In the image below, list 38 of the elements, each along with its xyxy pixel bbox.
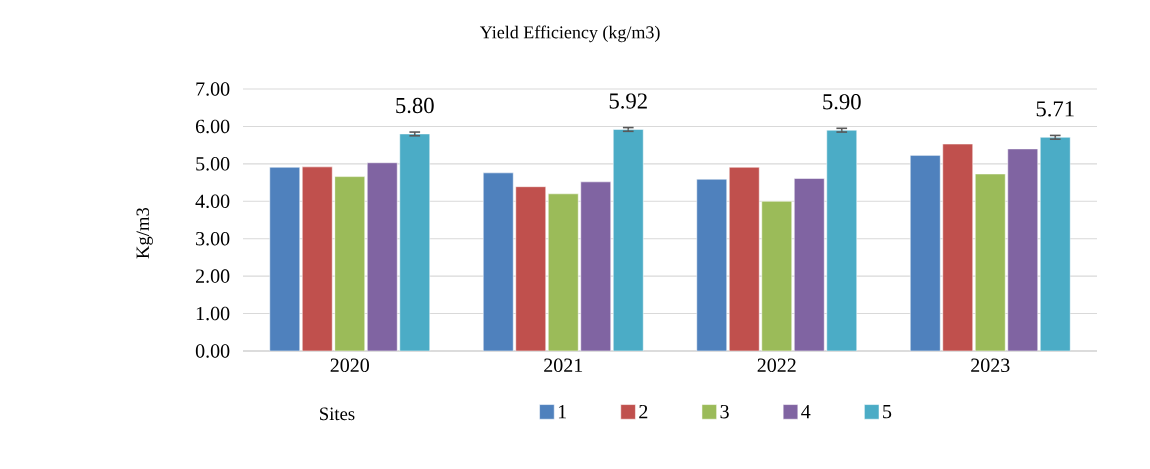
chart-title: Yield Efficiency (kg/m3) — [479, 25, 660, 43]
bar — [1039, 137, 1071, 351]
data-label: 5.71 — [1036, 101, 1074, 117]
bar — [909, 154, 941, 351]
bar — [696, 178, 728, 351]
bar — [942, 143, 974, 351]
bar — [728, 166, 760, 351]
legend-label: 5 — [883, 405, 892, 419]
y-tick-label: 1.00 — [196, 306, 230, 321]
data-label: 5.80 — [396, 97, 434, 114]
x-tick-label: 2023 — [971, 358, 1010, 373]
data-label: 5.90 — [823, 94, 861, 110]
legend-label: 4 — [801, 405, 811, 419]
bar — [515, 186, 547, 351]
y-tick-label: 4.00 — [195, 194, 230, 209]
data-label: 5.92 — [609, 93, 647, 109]
y-axis-title: Kg/m3 — [136, 207, 153, 259]
legend-label: 3 — [720, 404, 729, 419]
x-axis-title: Sites — [320, 407, 355, 421]
legend-label: 1 — [558, 404, 566, 419]
x-tick-label: 2020 — [330, 358, 369, 373]
y-tick-label: 3.00 — [196, 231, 230, 246]
y-tick-label: 7.00 — [196, 82, 230, 96]
x-tick-label: 2021 — [544, 358, 583, 373]
y-tick-label: 2.00 — [195, 269, 230, 283]
legend-label: 2 — [639, 404, 648, 419]
bar — [334, 176, 366, 351]
y-tick-label: 6.00 — [195, 119, 230, 134]
bar — [761, 201, 793, 351]
bar — [612, 129, 644, 351]
bar — [482, 172, 514, 351]
x-tick-label: 2022 — [757, 358, 796, 373]
y-tick-label: 0.00 — [195, 344, 230, 358]
bar — [301, 166, 333, 351]
y-tick-label: 5.00 — [196, 157, 230, 171]
bar — [547, 193, 579, 351]
bar — [974, 173, 1006, 351]
bar — [269, 166, 301, 351]
